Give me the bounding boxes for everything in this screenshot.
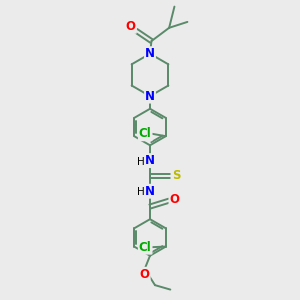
Text: N: N — [145, 185, 155, 198]
Text: Cl: Cl — [139, 127, 152, 140]
Text: H: H — [137, 188, 145, 197]
Text: O: O — [169, 193, 179, 206]
Text: O: O — [126, 20, 136, 33]
Text: O: O — [140, 268, 150, 281]
Text: Cl: Cl — [139, 241, 152, 254]
Text: N: N — [145, 90, 155, 103]
Text: H: H — [137, 157, 145, 167]
Text: S: S — [172, 169, 180, 182]
Text: N: N — [145, 154, 155, 167]
Text: N: N — [145, 47, 155, 60]
